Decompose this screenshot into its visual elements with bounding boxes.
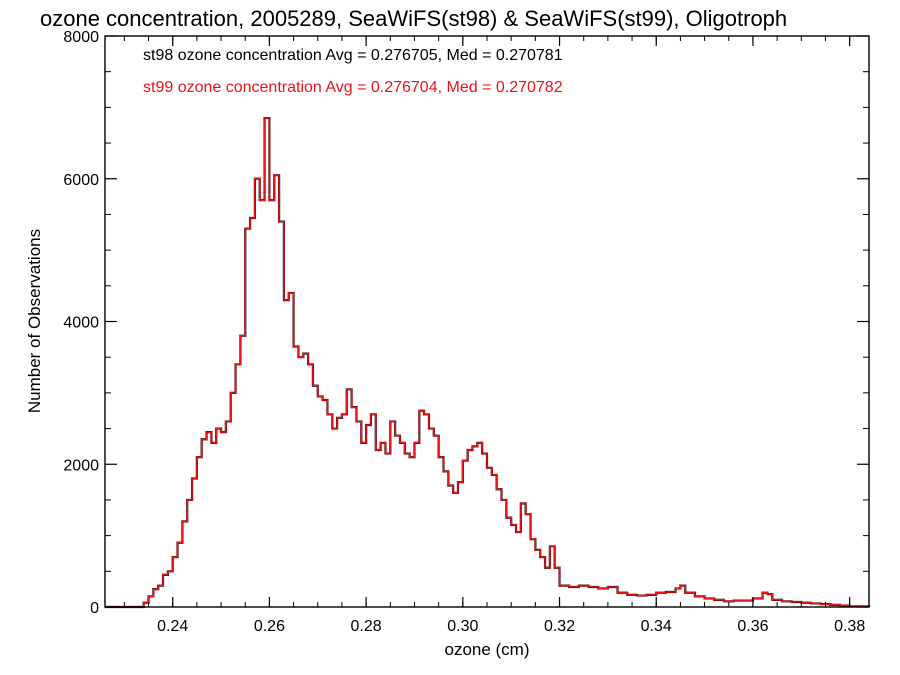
y-tick-label: 2000: [63, 457, 99, 474]
st98-statistics-annotation: st98 ozone concentration Avg = 0.276705,…: [143, 47, 563, 64]
x-tick-label: 0.32: [544, 618, 575, 635]
x-tick-label: 0.26: [254, 618, 285, 635]
x-axis: 0.24 0.26 0.28 0.30 0.32 0.34 0.36 0.38: [123, 36, 865, 635]
x-tick-label: 0.36: [737, 618, 768, 635]
x-axis-label: ozone (cm): [444, 640, 529, 659]
y-tick-label: 0: [90, 600, 99, 617]
y-tick-label: 4000: [63, 315, 99, 332]
series-line-st99: [105, 117, 870, 608]
x-tick-label: 0.30: [447, 618, 478, 635]
y-tick-label: 6000: [63, 172, 99, 189]
y-axis: 0 2000 4000 6000 8000: [63, 29, 869, 617]
y-tick-label: 8000: [63, 29, 99, 46]
st99-statistics-annotation: st99 ozone concentration Avg = 0.276704,…: [143, 79, 563, 96]
x-tick-label: 0.34: [641, 618, 672, 635]
series-group: [105, 116, 871, 609]
chart-title: ozone concentration, 2005289, SeaWiFS(st…: [40, 6, 787, 31]
x-tick-label: 0.38: [834, 618, 865, 635]
y-axis-label: Number of Observations: [25, 229, 44, 413]
x-tick-label: 0.28: [351, 618, 382, 635]
x-tick-label: 0.24: [157, 618, 188, 635]
